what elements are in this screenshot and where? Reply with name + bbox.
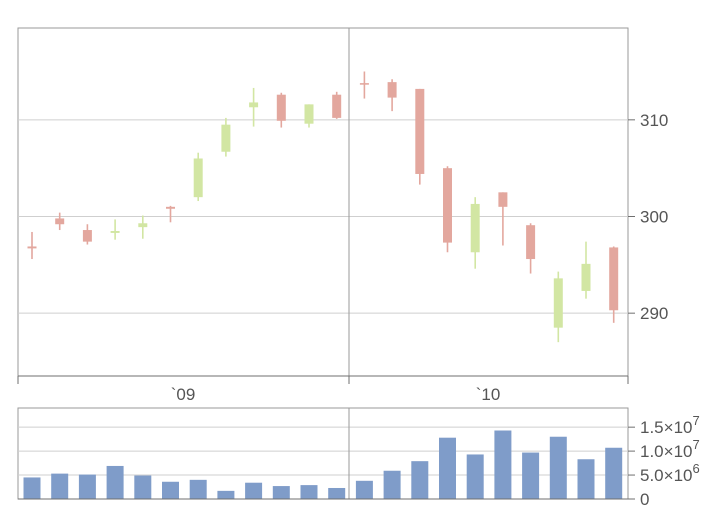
candle [609, 246, 619, 323]
price-grid [18, 119, 628, 314]
candle-body [110, 231, 120, 233]
candle-body [304, 104, 314, 124]
volume-bar [272, 486, 290, 499]
volume-bar [217, 490, 235, 499]
price-panel: 310 300 290 `09 `10 [17, 27, 668, 404]
candle [276, 92, 286, 128]
candle-body [138, 223, 148, 228]
candle-body [166, 206, 175, 209]
price-y-tick-label: 310 [640, 111, 668, 130]
volume-bar [549, 436, 567, 499]
price-y-tick-label: 290 [640, 304, 668, 323]
volume-bar [300, 485, 318, 499]
candle-body [387, 82, 397, 98]
candle-body [581, 263, 591, 291]
volume-tick-exponent: 6 [692, 461, 699, 476]
candle-body [443, 168, 452, 243]
volume-bar [411, 461, 429, 499]
volume-y-tick-label: 0 [640, 490, 649, 509]
price-y-tick-label: 300 [640, 208, 668, 227]
candle [249, 87, 259, 127]
x-tick-label-2010: `10 [476, 385, 501, 404]
candle [553, 271, 563, 343]
candle [332, 91, 342, 119]
volume-bar [23, 477, 41, 499]
volume-bar [106, 465, 124, 499]
candle [138, 215, 148, 239]
volume-bars [23, 430, 623, 499]
candle-body [498, 192, 508, 207]
volume-bar [494, 430, 512, 499]
volume-tick-mantissa: 1.5 [640, 418, 664, 437]
candle [387, 79, 397, 112]
volume-bar [522, 452, 540, 499]
volume-bar [78, 474, 96, 499]
volume-bar [189, 479, 207, 499]
volume-bar [466, 454, 484, 499]
volume-tick-exponent: 7 [692, 437, 699, 452]
candle-body [553, 278, 563, 328]
candle-body [276, 94, 286, 121]
candle-body [332, 94, 342, 118]
volume-bar [577, 459, 595, 499]
candle-body [359, 83, 369, 85]
candle [55, 212, 65, 231]
candle [415, 88, 425, 185]
volume-y-tick-label: 5.0×106 [640, 461, 700, 485]
volume-tick-exponent: 7 [692, 413, 699, 428]
candle-body [193, 158, 203, 198]
price-plot-frame [17, 27, 629, 377]
candle-body [526, 225, 536, 260]
volume-bar [162, 481, 179, 499]
price-y-axis: 310 300 290 [628, 111, 668, 323]
volume-bar [355, 480, 373, 499]
volume-tick-mantissa: 1.0 [640, 442, 664, 461]
volume-bar [383, 470, 401, 499]
candle-body [609, 247, 619, 311]
candle [193, 152, 203, 202]
candle-body [82, 230, 92, 242]
candle [221, 117, 231, 157]
candle [110, 219, 120, 240]
x-tick-label-2009: `09 [171, 385, 196, 404]
volume-bar [439, 437, 456, 499]
candle [470, 197, 480, 269]
volume-bar [605, 447, 623, 499]
candles [27, 71, 619, 343]
candle [27, 231, 37, 260]
candle [443, 166, 452, 253]
volume-bar [51, 473, 69, 499]
candle [166, 205, 175, 223]
volume-bar [245, 482, 263, 499]
candle [581, 241, 591, 299]
candle-body [221, 124, 231, 152]
candle-body [415, 88, 425, 174]
candle-body [27, 246, 37, 249]
candle-body [470, 203, 480, 253]
candle [526, 223, 536, 274]
candle-body [55, 218, 65, 225]
candle [304, 104, 314, 128]
candle [498, 192, 508, 246]
volume-bar [328, 487, 346, 499]
candle-body [249, 102, 259, 108]
candle [359, 71, 369, 99]
volume-tick-mantissa: 0 [640, 490, 649, 509]
volume-tick-mantissa: 5.0 [640, 466, 664, 485]
volume-y-tick-label: 1.0×107 [640, 437, 700, 461]
volume-y-tick-label: 1.5×107 [640, 413, 700, 437]
volume-bar [134, 475, 152, 499]
candle [82, 224, 92, 245]
